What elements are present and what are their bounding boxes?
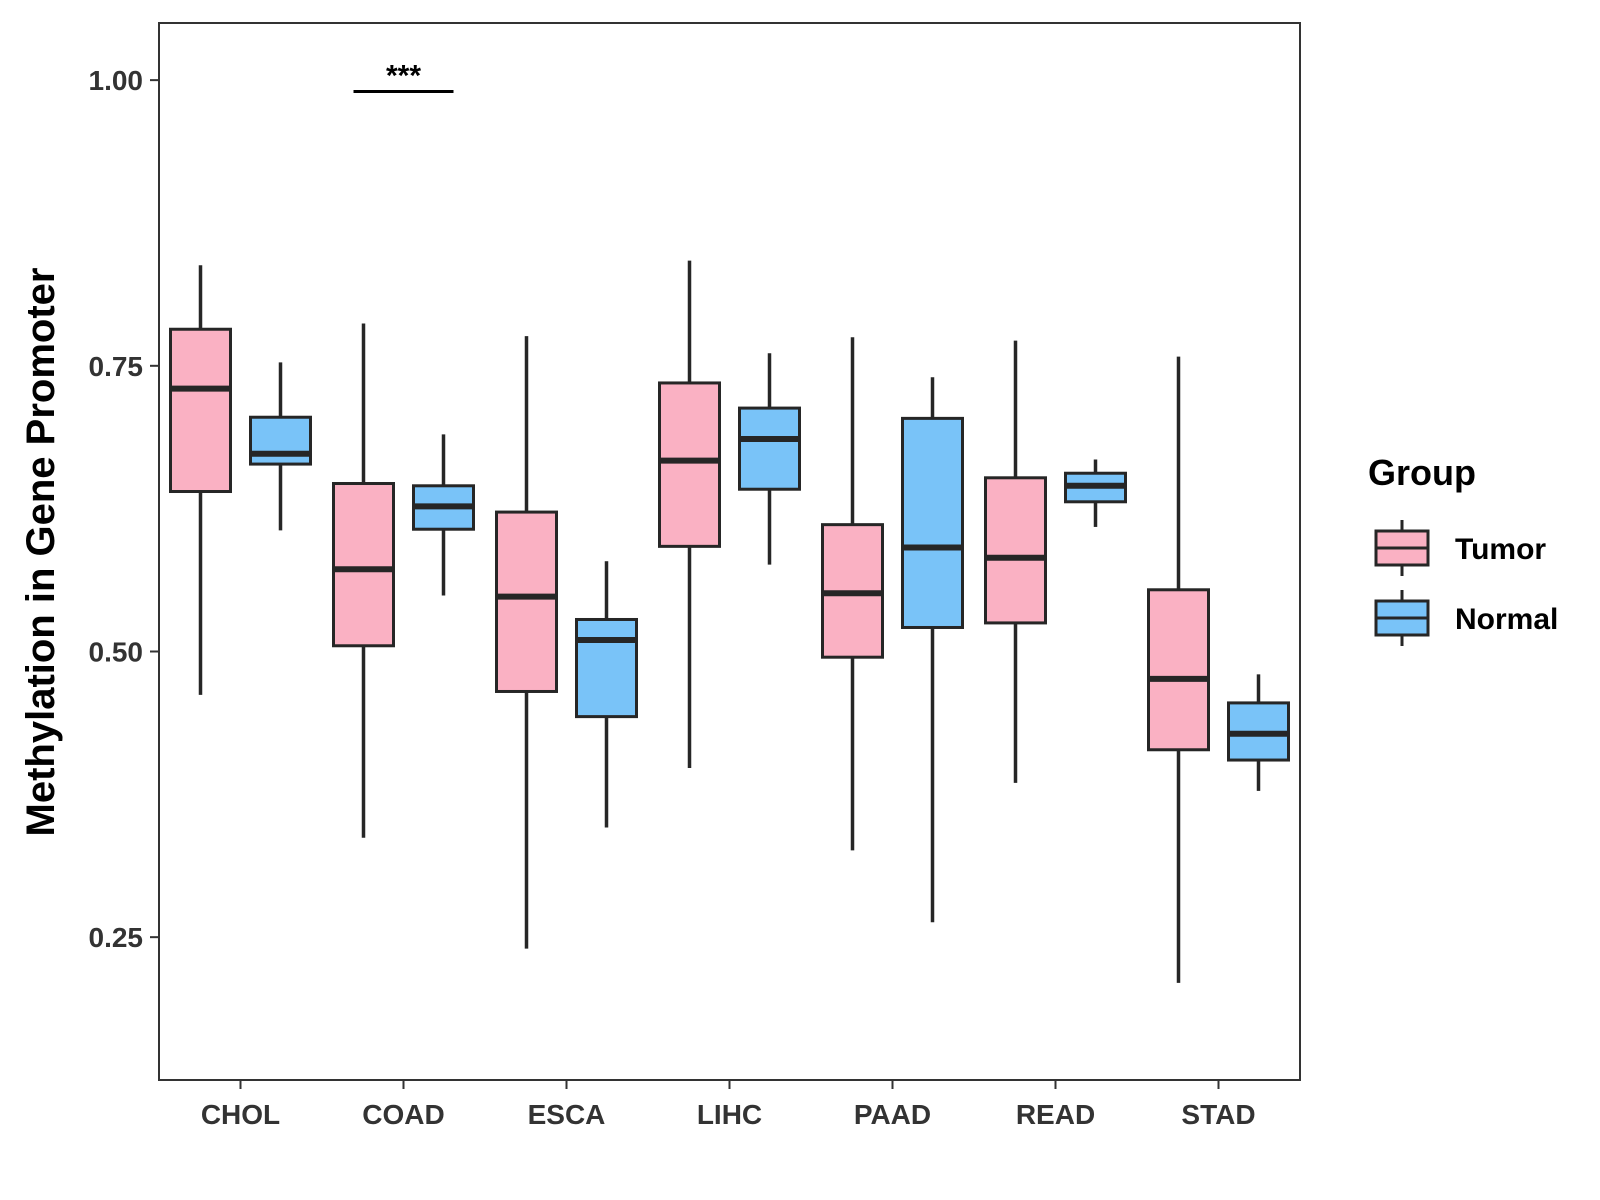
x-tick-label-read: READ <box>1016 1099 1095 1130</box>
box-tumor-chol <box>169 265 232 695</box>
legend-label: Tumor <box>1455 533 1546 566</box>
box-iqr <box>984 476 1047 625</box>
box-iqr <box>332 482 395 648</box>
y-tick-label: 0.50 <box>89 636 144 667</box>
x-tick-label-paad: PAAD <box>854 1099 931 1130</box>
box-normal-lihc <box>738 353 801 565</box>
y-tick-label: 0.75 <box>89 351 144 382</box>
box-normal-paad <box>901 377 964 923</box>
significance-label: *** <box>386 60 421 93</box>
box-iqr <box>1147 588 1210 752</box>
legend-item-tumor: Tumor <box>1374 520 1546 576</box>
legend-title: Group <box>1368 452 1476 493</box>
box-iqr <box>575 617 638 719</box>
box-tumor-stad <box>1147 356 1210 983</box>
box-normal-read <box>1064 459 1127 527</box>
box-tumor-read <box>984 340 1047 783</box>
x-axis: CHOL COAD ESCA LIHC PAAD READ STAD <box>201 1080 1256 1130</box>
x-tick-label-stad: STAD <box>1181 1099 1255 1130</box>
box-iqr <box>738 406 801 491</box>
plot-marks <box>169 260 1290 983</box>
x-tick-label-lihc: LIHC <box>697 1099 762 1130</box>
legend: Group Tumor Normal <box>1368 452 1558 646</box>
box-iqr <box>901 416 964 629</box>
box-tumor-lihc <box>658 260 721 769</box>
significance-annotations: *** <box>353 60 454 94</box>
box-iqr <box>169 327 232 494</box>
box-normal-esca <box>575 561 638 828</box>
box-tumor-coad <box>332 323 395 838</box>
box-normal-chol <box>249 362 312 531</box>
box-tumor-paad <box>821 337 884 851</box>
plot-panel-border <box>158 22 1301 1081</box>
y-tick-label: 0.25 <box>89 922 144 953</box>
box-tumor-esca <box>495 336 558 949</box>
legend-item-normal: Normal <box>1374 590 1558 646</box>
box-iqr <box>495 510 558 693</box>
y-axis: 0.25 0.50 0.75 1.00 <box>89 65 159 953</box>
box-normal-stad <box>1227 674 1290 791</box>
y-axis-title: Methylation in Gene Promoter <box>19 268 63 837</box>
x-tick-label-coad: COAD <box>362 1099 444 1130</box>
box-iqr <box>658 381 721 548</box>
x-tick-label-chol: CHOL <box>201 1099 280 1130</box>
x-tick-label-esca: ESCA <box>528 1099 606 1130</box>
y-tick-label: 1.00 <box>89 65 144 96</box>
legend-label: Normal <box>1455 603 1558 636</box>
box-normal-coad <box>412 434 475 596</box>
box-iqr <box>249 415 312 466</box>
